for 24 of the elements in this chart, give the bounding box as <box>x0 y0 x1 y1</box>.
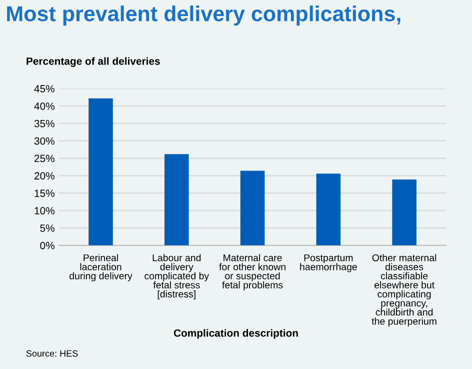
x-tick-label: Other maternal diseases classifiable elsewhere but complicating pregnancy, childbirth and the puerperium <box>372 254 436 327</box>
chart-title: Most prevalent delivery complications, <box>7 6 400 26</box>
x-tick-label: Perineal laceration during delivery <box>70 254 132 282</box>
bar <box>392 180 416 246</box>
y-tick-label: 5% <box>40 224 54 232</box>
y-tick-label: 15% <box>34 190 54 197</box>
x-tick-label: Postpartum haemorrhage <box>300 254 357 272</box>
y-axis-title: Percentage of all deliveries <box>26 57 160 67</box>
bar <box>88 98 113 246</box>
y-tick-label: 20% <box>34 172 54 180</box>
source-note: Source: HES <box>26 350 78 357</box>
bar <box>316 174 341 246</box>
y-tick-label: 10% <box>34 207 54 214</box>
y-tick-label: 35% <box>34 120 54 128</box>
bar <box>164 154 189 246</box>
y-tick-label: 25% <box>34 154 54 162</box>
x-tick-label: Maternal care for other known or suspected fetal problems <box>219 254 286 290</box>
bar <box>240 170 265 246</box>
y-tick-label: 45% <box>34 85 54 92</box>
y-tick-label: 0% <box>40 242 54 250</box>
y-tick-label: 30% <box>34 137 54 145</box>
x-axis-title: Complication description <box>174 329 298 339</box>
y-tick-label: 40% <box>34 102 54 110</box>
x-tick-label: Labour and delivery complicated by fetal stress [distress] <box>144 254 210 300</box>
